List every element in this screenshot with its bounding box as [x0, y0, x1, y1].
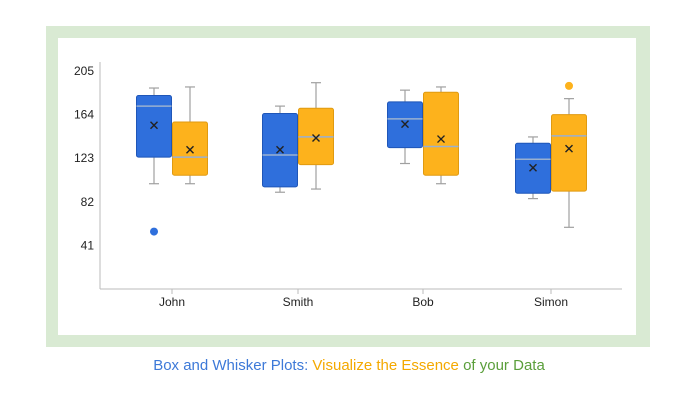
chart-caption: Box and Whisker Plots: Visualize the Ess…: [0, 357, 698, 374]
caption-part-1: Box and Whisker Plots:: [153, 357, 309, 374]
box-orange: [551, 114, 587, 192]
y-tick-label: 123: [74, 151, 94, 165]
x-tick-label: John: [159, 295, 185, 309]
mean-marker: [312, 134, 320, 142]
y-tick-label: 205: [74, 64, 94, 78]
mean-marker: [186, 145, 194, 154]
x-tick-label: Simon: [534, 295, 568, 309]
mean-marker: [565, 144, 573, 153]
y-tick-label: 41: [81, 238, 95, 252]
x-tick-label: Smith: [283, 295, 314, 309]
caption-part-4: Data: [513, 357, 545, 374]
caption-part-2: Visualize the Essence: [308, 357, 459, 374]
outlier-point: [565, 81, 573, 90]
x-tick-label: Bob: [412, 295, 434, 309]
box-blue: [136, 94, 172, 158]
box-orange: [423, 91, 459, 176]
box-orange: [172, 121, 208, 176]
y-tick-label: 82: [81, 195, 95, 209]
mean-marker: [150, 121, 158, 130]
y-tick-label: 164: [74, 108, 94, 122]
mean-marker: [437, 135, 445, 144]
mean-marker: [529, 163, 537, 172]
caption-part-3: of your: [458, 357, 514, 374]
mean-marker: [276, 145, 284, 154]
mean-marker: [401, 120, 409, 129]
outlier-point: [150, 227, 158, 236]
